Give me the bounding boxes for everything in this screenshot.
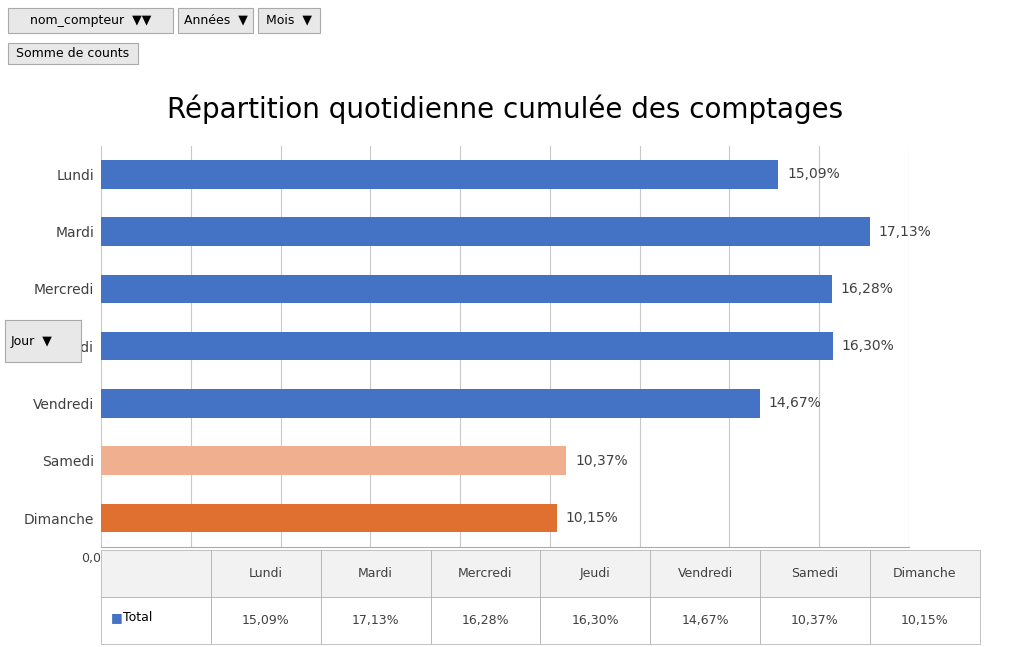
Bar <box>101 332 832 360</box>
Bar <box>101 446 567 475</box>
Bar <box>8 43 138 64</box>
Title: Répartition quotidienne cumulée des comptages: Répartition quotidienne cumulée des comp… <box>167 94 843 124</box>
Text: 10,37%: 10,37% <box>576 454 628 468</box>
Text: Total: Total <box>123 611 153 624</box>
Text: Somme de counts: Somme de counts <box>16 47 129 60</box>
Text: Mois  ▼: Mois ▼ <box>266 14 312 27</box>
Text: 16,28%: 16,28% <box>840 282 894 296</box>
Bar <box>101 389 760 418</box>
Bar <box>8 8 173 32</box>
Text: 14,67%: 14,67% <box>769 397 821 410</box>
Bar <box>258 8 320 32</box>
Text: Années  ▼: Années ▼ <box>184 14 247 27</box>
Bar <box>178 8 252 32</box>
Bar <box>101 504 557 532</box>
Text: 10,15%: 10,15% <box>566 511 618 525</box>
Bar <box>101 217 870 246</box>
Bar <box>101 160 779 188</box>
Text: 16,30%: 16,30% <box>841 339 895 353</box>
Text: ■: ■ <box>111 611 122 624</box>
Bar <box>101 274 832 303</box>
Text: 17,13%: 17,13% <box>879 225 931 239</box>
Text: Jour  ▼: Jour ▼ <box>11 334 53 348</box>
Text: nom_compteur  ▼▼: nom_compteur ▼▼ <box>30 14 152 27</box>
Text: 15,09%: 15,09% <box>788 167 840 181</box>
